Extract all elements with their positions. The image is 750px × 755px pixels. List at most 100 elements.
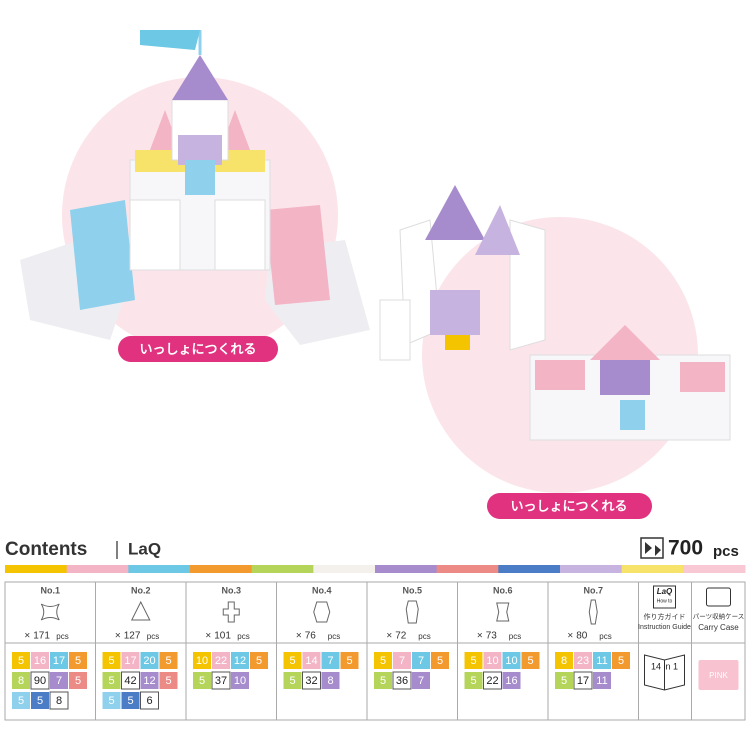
color-cell <box>231 672 249 689</box>
cell-count: 17 <box>53 655 65 667</box>
case-color: PINK <box>709 671 728 680</box>
guide-icon-title: LaQ <box>657 587 673 596</box>
color-cell <box>140 691 159 710</box>
photo-area: いっしょにつくれる いっしょにつくれる <box>20 30 731 519</box>
piece-name: No.1 <box>40 585 60 595</box>
count-unit: pcs <box>509 632 521 641</box>
piece-icon <box>588 599 598 625</box>
piece-count: 101 <box>214 631 231 642</box>
color-cell <box>231 652 249 669</box>
cell-count: 5 <box>108 655 114 667</box>
piece-name: No.5 <box>402 585 422 595</box>
color-cell <box>12 692 30 709</box>
piece-name: No.6 <box>493 585 513 595</box>
cell-count: 90 <box>34 675 46 687</box>
cell-count: 5 <box>18 655 24 667</box>
cell-count: 5 <box>527 655 533 667</box>
color-cell <box>431 652 449 669</box>
color-cell <box>412 672 430 689</box>
cell-count: 5 <box>470 655 476 667</box>
piece-name: No.7 <box>583 585 603 595</box>
count-unit: pcs <box>328 632 340 641</box>
color-cell <box>412 652 430 669</box>
total: 700 <box>668 537 703 560</box>
brand: LaQ <box>128 539 161 558</box>
piece-count: 127 <box>124 631 141 642</box>
color-cell <box>212 652 230 669</box>
cell-count: 5 <box>127 695 133 707</box>
piece-count: 73 <box>486 631 498 642</box>
cell-count: 42 <box>124 675 136 687</box>
cell-count: 5 <box>108 675 114 687</box>
color-cell <box>502 672 521 689</box>
cell-count: 20 <box>143 655 155 667</box>
count-unit: pcs <box>237 632 249 641</box>
count-prefix: × <box>567 631 573 642</box>
color-cell <box>573 671 593 690</box>
count-prefix: × <box>205 631 211 642</box>
piece-icon <box>496 602 510 622</box>
piece-icon <box>313 601 331 623</box>
color-cell <box>302 671 321 690</box>
piece-count: 72 <box>395 631 407 642</box>
color-cell <box>211 671 231 690</box>
color-cell <box>121 652 140 669</box>
strip-segment <box>560 565 623 573</box>
guide-book <box>644 654 685 691</box>
guide-label-en: Instruction Guide <box>638 624 691 631</box>
guide-icon-sub: How to <box>657 598 673 604</box>
castle-left <box>20 30 370 345</box>
strip-segment <box>313 565 376 573</box>
piece-icon <box>222 601 240 623</box>
color-cell <box>521 652 540 669</box>
color-cell <box>102 692 121 709</box>
color-cell <box>50 672 68 689</box>
color-cell <box>121 692 140 709</box>
color-cell <box>374 652 392 669</box>
color-cell <box>140 672 159 689</box>
piece-icon <box>130 600 151 621</box>
cell-count: 5 <box>470 675 476 687</box>
cell-count: 7 <box>327 655 333 667</box>
cell-count: 5 <box>289 655 295 667</box>
color-cell <box>12 672 30 689</box>
cell-count: 7 <box>56 675 62 687</box>
count-prefix: × <box>386 631 392 642</box>
piece-icon <box>405 600 419 624</box>
color-cell <box>31 692 49 709</box>
cell-count: 5 <box>289 675 295 687</box>
photo-label: いっしょにつくれる <box>139 341 256 356</box>
cell-count: 22 <box>486 675 498 687</box>
strip-segment <box>5 565 68 573</box>
cell-count: 5 <box>108 695 114 707</box>
cell-count: 5 <box>437 655 443 667</box>
color-cell <box>121 671 140 690</box>
strip-segment <box>128 565 191 573</box>
color-cell <box>12 652 30 669</box>
color-cell <box>302 652 321 669</box>
color-cell <box>502 652 521 669</box>
piece-count: 76 <box>305 631 317 642</box>
count-unit: pcs <box>147 632 159 641</box>
cell-count: 5 <box>18 695 24 707</box>
cell-count: 23 <box>577 655 589 667</box>
cell-count: 8 <box>327 675 333 687</box>
color-cell <box>321 652 340 669</box>
color-cell <box>193 652 211 669</box>
cell-count: 8 <box>561 655 567 667</box>
strip-segment <box>190 565 253 573</box>
cell-count: 17 <box>577 675 589 687</box>
color-cell <box>140 652 159 669</box>
guide-label-jp: 作り方ガイド <box>644 612 686 621</box>
color-cell <box>340 652 359 669</box>
cell-count: 12 <box>143 675 155 687</box>
count-prefix: × <box>477 631 483 642</box>
color-cell <box>50 652 68 669</box>
color-cell <box>555 652 573 669</box>
cell-count: 5 <box>75 675 81 687</box>
cell-count: 5 <box>256 655 262 667</box>
cell-count: 11 <box>596 655 607 667</box>
